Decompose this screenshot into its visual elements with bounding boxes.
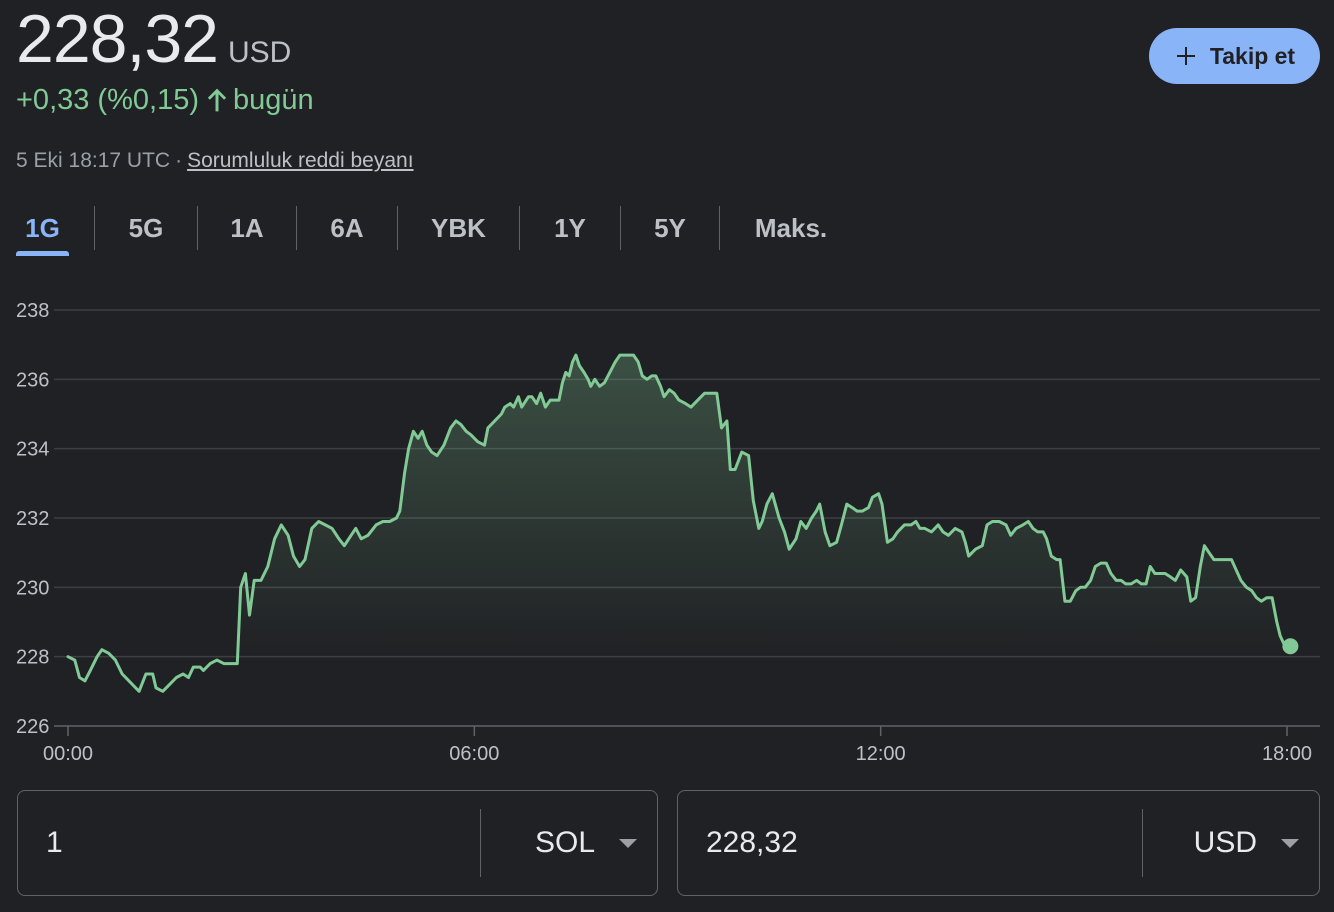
tab-label: 5G bbox=[128, 213, 164, 243]
arrow-up-icon bbox=[207, 88, 227, 112]
tab-5y[interactable]: 5Y bbox=[621, 200, 719, 256]
tab-label: YBK bbox=[431, 213, 486, 243]
y-tick-label: 236 bbox=[16, 369, 49, 391]
converter-to-input[interactable]: 228,32 bbox=[706, 826, 798, 859]
converter-from-input[interactable]: 1 bbox=[46, 826, 63, 859]
price-line bbox=[66, 353, 1292, 693]
tab-label: 5Y bbox=[654, 213, 686, 243]
converter-from-unit: SOL bbox=[534, 826, 595, 859]
price-change-row: +0,33 (%0,15) bugün bbox=[16, 80, 314, 120]
price-header: 228,32 USD bbox=[16, 0, 291, 80]
tab-ybk[interactable]: YBK bbox=[398, 200, 519, 256]
tab-divider bbox=[719, 206, 720, 250]
tab-label: 1Y bbox=[554, 213, 586, 243]
quote-meta: 5 Eki 18:17 UTC · Sorumluluk reddi beyan… bbox=[16, 146, 414, 176]
follow-button[interactable]: Takip et bbox=[1149, 28, 1320, 84]
tab-divider bbox=[296, 206, 297, 250]
price-change: +0,33 (%0,15) bbox=[16, 83, 199, 116]
tab-label: Maks. bbox=[754, 213, 828, 243]
follow-button-label: Takip et bbox=[1209, 42, 1296, 69]
tab-max[interactable]: Maks. bbox=[720, 200, 862, 256]
tab-1y[interactable]: 1Y bbox=[520, 200, 620, 256]
meta-separator: · bbox=[175, 149, 183, 172]
tab-1a[interactable]: 1A bbox=[198, 200, 296, 256]
converter-to: 228,32 USD bbox=[677, 790, 1320, 896]
tab-1g[interactable]: 1G bbox=[16, 200, 69, 256]
price-area-fill bbox=[68, 355, 1291, 657]
converter-from: 1 SOL bbox=[17, 790, 658, 896]
tab-label: 1G bbox=[25, 213, 60, 243]
y-tick-label: 230 bbox=[16, 577, 49, 599]
dropdown-caret-icon bbox=[1281, 838, 1299, 848]
change-period: bugün bbox=[232, 83, 314, 116]
tab-divider bbox=[94, 206, 95, 250]
range-tabs: 1G 5G 1A 6A YBK 1Y 5Y Maks. bbox=[16, 200, 862, 260]
y-tick-label: 232 bbox=[16, 508, 49, 530]
current-price: 228,32 bbox=[16, 1, 219, 77]
tab-divider bbox=[397, 206, 398, 250]
tab-6a[interactable]: 6A bbox=[297, 200, 397, 256]
price-currency: USD bbox=[227, 36, 292, 69]
x-tick-label: 00:00 bbox=[43, 743, 93, 765]
last-price-dot bbox=[1282, 638, 1299, 655]
converter-divider bbox=[1142, 809, 1143, 877]
price-chart[interactable]: 238 236 234 232 230 228 226 00:00 06:00 12:00 18:0… bbox=[0, 290, 1334, 770]
y-tick-label: 226 bbox=[16, 716, 49, 738]
y-tick-label: 238 bbox=[16, 300, 49, 322]
tab-label: 1A bbox=[230, 213, 264, 243]
quote-timestamp: 5 Eki 18:17 UTC bbox=[16, 149, 171, 172]
price-chart-svg[interactable]: 238 236 234 232 230 228 226 00:00 06:00 12:00 18:0… bbox=[0, 290, 1334, 770]
x-tick-label: 06:00 bbox=[449, 743, 499, 765]
dropdown-caret-icon bbox=[619, 838, 637, 848]
tab-label: 6A bbox=[330, 213, 364, 243]
converter-divider bbox=[480, 809, 481, 877]
x-tick-label: 12:00 bbox=[856, 743, 906, 765]
y-tick-label: 228 bbox=[16, 647, 49, 669]
tab-divider bbox=[620, 206, 621, 250]
converter-to-unit: USD bbox=[1193, 826, 1257, 859]
tab-5g[interactable]: 5G bbox=[95, 200, 197, 256]
plus-icon bbox=[1176, 47, 1195, 65]
disclaimer-link[interactable]: Sorumluluk reddi beyanı bbox=[187, 149, 414, 172]
tab-divider bbox=[519, 206, 520, 250]
tab-divider bbox=[197, 206, 198, 250]
x-tick-label: 18:00 bbox=[1262, 743, 1312, 765]
converter-to-unit-select[interactable]: USD bbox=[1143, 826, 1319, 860]
converter-from-unit-select[interactable]: SOL bbox=[481, 826, 657, 860]
y-tick-label: 234 bbox=[16, 439, 49, 461]
